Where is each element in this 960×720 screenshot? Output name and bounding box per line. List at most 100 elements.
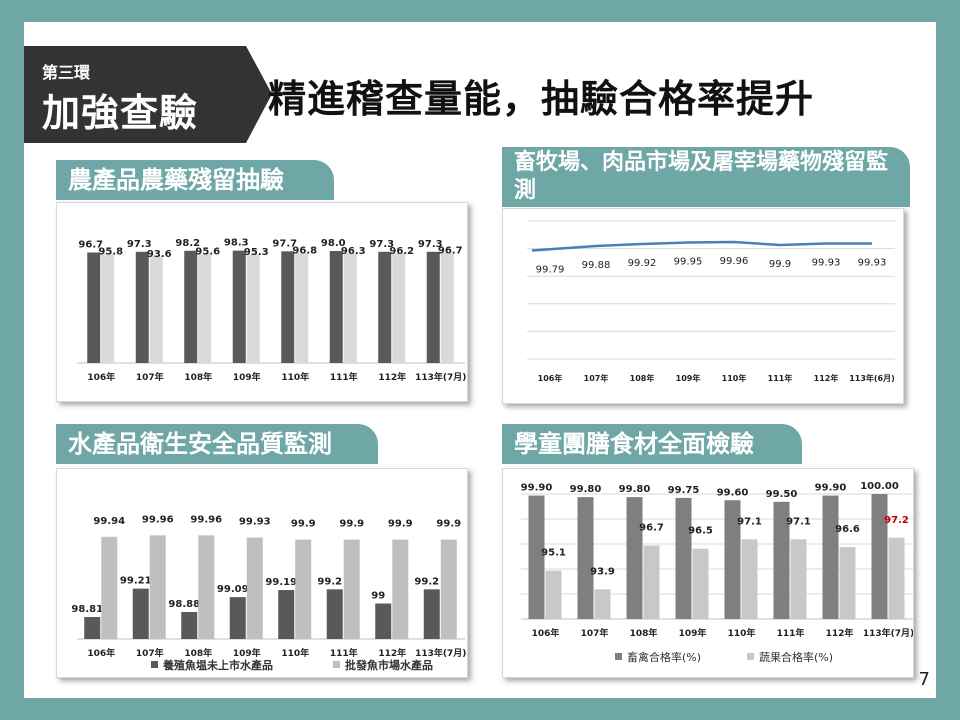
bar-2-1 [101, 253, 115, 363]
data-label: 97.3 [418, 239, 443, 250]
x-tick-label: 110年 [281, 371, 309, 383]
bar-1-3 [184, 250, 198, 363]
data-label: 96.6 [835, 524, 860, 535]
bar-1-6 [326, 589, 343, 639]
bar-1-4 [229, 597, 246, 639]
data-label: 97.1 [737, 516, 762, 527]
chart2-title: 畜牧場、肉品市場及屠宰場藥物殘留監測 [514, 150, 889, 203]
data-label: 100.00 [860, 481, 899, 492]
x-tick-label: 111年 [330, 647, 358, 659]
chart2-svg: 99.79 106年 99.88 107年 99.92 108年 99.95 109年 99.9… [527, 220, 895, 383]
chart3-panel: 98.81 99.94 106年 99.21 99.96 107年 98.88 99.96 10… [56, 468, 468, 678]
data-label: 96.5 [688, 526, 713, 537]
data-label: 96.7 [78, 239, 103, 250]
legend-label: 養殖魚塭未上市水產品 [163, 658, 273, 672]
x-tick-label: 112年 [378, 371, 406, 383]
data-label: 99.9 [388, 519, 413, 530]
bar-1-7 [375, 603, 392, 639]
bar-2-3 [198, 253, 212, 363]
bar-2-6 [790, 539, 807, 619]
x-tick-label: 109年 [233, 371, 261, 383]
bar-2-6 [343, 252, 357, 363]
x-tick-label: 113年(7月) [863, 627, 913, 639]
data-label: 99 [371, 591, 385, 602]
legend-label: 批發魚市場水產品 [345, 658, 433, 672]
x-tick-label: 113年(7月) [415, 647, 466, 659]
chart3-title-tab: 水產品衛生安全品質監測 [56, 424, 378, 464]
bar-2-3 [198, 535, 215, 639]
x-tick-label: 107年 [136, 647, 164, 659]
bar-2-5 [295, 252, 309, 363]
bar-1-8 [423, 589, 440, 639]
x-tick-label: 107年 [136, 371, 164, 383]
chart1-svg: 96.795.8106年97.393.6107年98.295.6108年98.3… [77, 238, 466, 401]
bar-2-4 [246, 537, 263, 639]
bar-1-1 [87, 252, 101, 363]
x-tick-label: 106年 [532, 627, 560, 639]
data-label: 99.93 [858, 258, 887, 269]
data-label: 99.90 [815, 483, 847, 494]
chart4-svg: 99.90 95.1 106年 99.80 93.9 107年 99.80 96.7 108年 9… [521, 481, 913, 664]
data-label: 93.9 [590, 566, 615, 577]
data-label: 98.3 [224, 238, 249, 249]
bar-2-3 [643, 545, 660, 619]
data-label: 96.2 [389, 246, 414, 257]
data-label: 99.21 [120, 576, 152, 587]
x-tick-label: 111年 [330, 371, 358, 383]
data-label: 98.2 [175, 238, 200, 249]
bar-2-2 [594, 589, 611, 619]
bar-1-1 [528, 495, 545, 619]
legend-label: 非章Q合格率 [295, 400, 359, 401]
legend-swatch [151, 661, 158, 668]
bar-2-6 [343, 539, 360, 639]
bar-1-2 [577, 497, 594, 619]
data-label: 99.93 [812, 258, 841, 269]
data-label: 99.88 [582, 260, 611, 271]
data-label: 99.94 [93, 516, 125, 527]
x-tick-label: 109年 [679, 627, 707, 639]
section-banner: 第三環 加強查驗 [24, 46, 272, 143]
bar-1-2 [135, 251, 149, 363]
x-tick-label: 107年 [581, 627, 609, 639]
data-label: 99.93 [239, 517, 271, 528]
data-label: 99.90 [521, 483, 553, 494]
legend-swatch [333, 661, 340, 668]
bar-2-4 [692, 548, 709, 619]
page-headline: 精進稽查量能，抽驗合格率提升 [268, 77, 815, 121]
x-tick-label: 108年 [630, 373, 655, 383]
x-tick-label: 111年 [777, 627, 805, 639]
data-label: 99.79 [536, 265, 565, 276]
x-tick-label: 108年 [184, 647, 212, 659]
data-label: 99.9 [339, 519, 364, 530]
x-tick-label: 106年 [87, 371, 115, 383]
bar-1-3 [626, 497, 643, 619]
bar-1-1 [84, 617, 101, 639]
data-label: 98.88 [168, 599, 200, 610]
x-tick-label: 111年 [768, 373, 793, 383]
x-tick-label: 112年 [826, 627, 854, 639]
bar-2-8 [440, 539, 457, 639]
data-label: 99.75 [668, 485, 700, 496]
x-tick-label: 109年 [676, 373, 701, 383]
chart4-title-tab: 學童團膳食材全面檢驗 [502, 424, 802, 464]
legend-label: 畜禽合格率(%) [627, 650, 701, 664]
bar-1-2 [132, 588, 149, 639]
data-label: 99.19 [265, 577, 297, 588]
bar-2-1 [545, 570, 562, 619]
data-label: 99.60 [717, 487, 749, 498]
bar-1-8 [426, 251, 440, 363]
bar-2-1 [101, 536, 118, 639]
data-label: 97.7 [272, 238, 297, 249]
data-label: 99.2 [317, 576, 342, 587]
x-tick-label: 106年 [538, 373, 563, 383]
data-label: 93.6 [147, 249, 172, 260]
bar-2-4 [246, 254, 260, 363]
series-line [531, 240, 872, 252]
bar-1-7 [822, 495, 839, 619]
x-tick-label: 108年 [630, 627, 658, 639]
banner-title: 加強查驗 [42, 91, 199, 135]
data-label: 99.80 [619, 484, 651, 495]
data-label: 99.9 [436, 519, 461, 530]
data-label: 99.9 [291, 519, 316, 530]
data-label: 97.3 [369, 239, 394, 250]
